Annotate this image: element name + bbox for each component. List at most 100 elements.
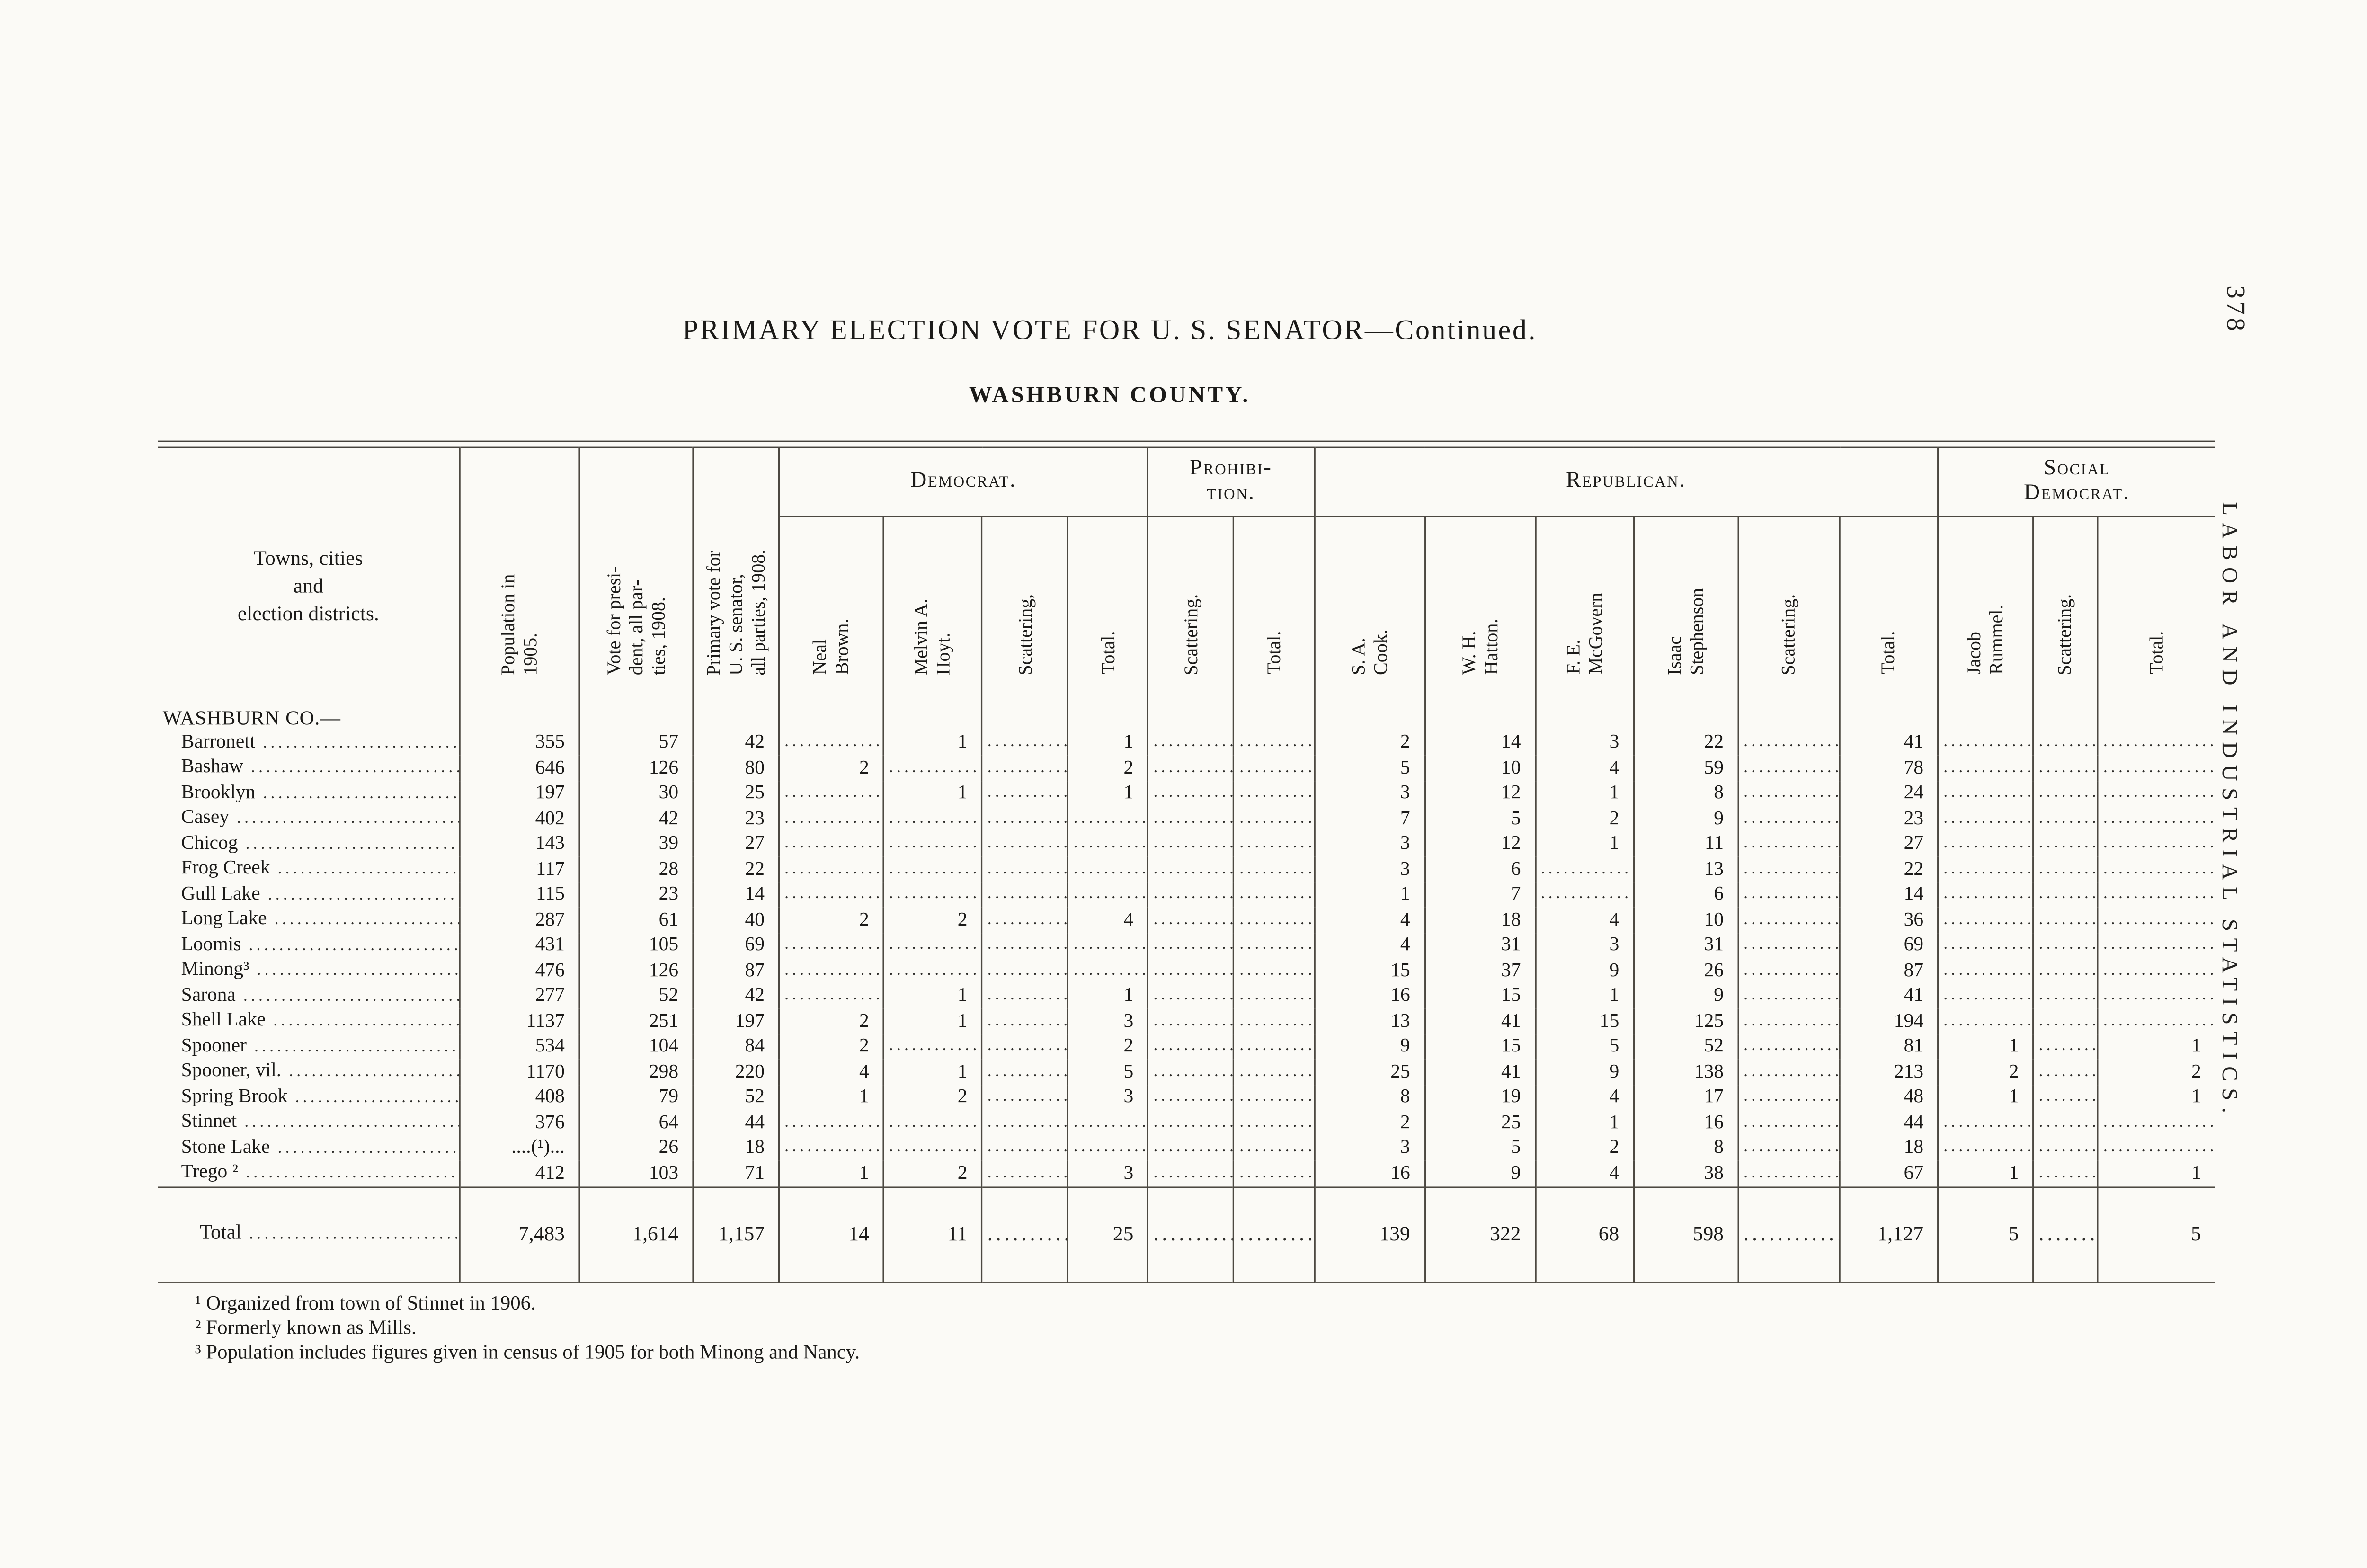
prohibition-scattering-label: Scattering. [1180, 593, 1201, 675]
value-cell: 1 [882, 1008, 982, 1034]
value-cell: ........................................… [1737, 831, 1840, 857]
col-social-democrat-scattering: Scattering. [2032, 517, 2098, 693]
value-cell: ........................................… [1937, 907, 2034, 933]
value-cell: 1 [1937, 1084, 2034, 1110]
town-row: Gull Lake ..............................… [158, 882, 2215, 908]
value-cell: 59 [1633, 755, 1738, 781]
town-name-cell: Spring Brook ...........................… [158, 1085, 460, 1110]
value-cell: ........................................… [1937, 1008, 2034, 1034]
value-cell: ........................................… [1937, 958, 2034, 983]
town-row: Casey ..................................… [158, 806, 2215, 831]
value-cell: ........................................… [2097, 806, 2215, 831]
dot-leader: ........................................… [249, 935, 459, 954]
value-cell: 64 [578, 1110, 693, 1135]
dot-leader: ........................................… [237, 809, 460, 828]
value-cell: 15 [1313, 958, 1425, 983]
value-cell: 26 [578, 1135, 693, 1161]
value-cell: 16 [1633, 1110, 1738, 1135]
value-cell: ........................................… [1067, 932, 1148, 958]
town-row: Trego ² ................................… [158, 1160, 2215, 1187]
value-cell: ........................................… [1737, 983, 1840, 1009]
dot-leader: ........................................… [267, 885, 460, 904]
value-cell: 40 [692, 907, 779, 933]
value-cell: 126 [578, 755, 693, 781]
value-cell: ........................................… [1937, 932, 2034, 958]
value-cell: ........................................… [1147, 932, 1234, 958]
value-cell: 104 [578, 1033, 693, 1060]
value-cell: 13 [1633, 856, 1738, 882]
value-cell: ........................................… [1147, 907, 1234, 933]
value-cell: ........................................… [882, 932, 982, 958]
column-header-row: Neal Brown. Melvin A. Hoyt. Scattering, … [158, 517, 2215, 693]
value-cell: ........................................… [1067, 1135, 1148, 1161]
value-cell: 71 [692, 1160, 779, 1187]
value-cell: 1170 [458, 1059, 579, 1085]
value-cell: ........................................… [2032, 1033, 2098, 1060]
town-row: Shell Lake .............................… [158, 1008, 2215, 1034]
value-cell: 68 [1534, 1185, 1634, 1282]
value-cell: ........................................… [1233, 1160, 1314, 1187]
president-vote-column-header: Vote for presi- dent, all par- ties, 190… [578, 447, 693, 693]
town-name: Bashaw [181, 755, 243, 777]
col-neal-brown: Neal Brown. [778, 517, 884, 693]
value-cell: 23 [692, 806, 779, 831]
value-cell: ........................................… [778, 958, 884, 983]
page-number: 378 [2221, 285, 2251, 334]
value-cell: ........................................… [1737, 1059, 1840, 1085]
value-cell: 139 [1313, 1185, 1425, 1282]
value-cell: ........................................… [2032, 1059, 2098, 1085]
value-cell: ........................................… [778, 806, 884, 831]
value-cell: 23 [578, 882, 693, 908]
town-row: Spooner, vil. ..........................… [158, 1059, 2215, 1085]
value-cell: 9 [1534, 958, 1634, 983]
value-cell: ........................................… [778, 1110, 884, 1135]
town-row: Stone Lake .............................… [158, 1135, 2215, 1161]
footnote-3: ³ Population includes figures given in c… [195, 1341, 860, 1364]
value-cell: 25 [1313, 1059, 1425, 1085]
value-cell: 1 [1937, 1160, 2034, 1187]
value-cell: 7 [1313, 806, 1425, 831]
value-cell: 42 [578, 806, 693, 831]
cook-label: S. A. Cook. [1347, 629, 1391, 675]
value-cell: ........................................… [981, 1110, 1068, 1135]
town-name: Frog Creek [181, 856, 270, 878]
value-cell: ........................................… [2097, 932, 2215, 958]
value-cell: 1 [1534, 1110, 1634, 1135]
value-cell: ........................................… [2032, 1110, 2098, 1135]
dot-leader: ........................................… [257, 961, 460, 980]
value-cell: ........................................… [1233, 983, 1314, 1009]
town-name: Stone Lake [181, 1135, 270, 1157]
value-cell [1313, 693, 1425, 730]
value-cell: ....(¹)... [458, 1135, 579, 1161]
town-name: Total [199, 1221, 242, 1244]
value-cell: 69 [692, 932, 779, 958]
value-cell: 26 [1633, 958, 1738, 983]
town-name: Barronett [181, 730, 256, 752]
value-cell: ........................................… [1147, 1110, 1234, 1135]
county-subtitle: WASHBURN COUNTY. [969, 383, 1251, 409]
value-cell: ........................................… [2032, 1185, 2098, 1282]
value-cell [1147, 693, 1234, 730]
town-name-cell: Loomis .................................… [158, 933, 460, 958]
value-cell: 2 [1534, 806, 1634, 831]
value-cell [2097, 693, 2215, 730]
value-cell: 5 [1313, 755, 1425, 781]
value-cell: 117 [458, 856, 579, 882]
value-cell: 67 [1839, 1160, 1938, 1187]
value-cell: 322 [1424, 1185, 1536, 1282]
value-cell: 41 [1424, 1059, 1536, 1085]
democrat-group-header: Democrat. [778, 447, 1148, 517]
value-cell: ........................................… [1737, 730, 1840, 756]
town-row: Stinnet ................................… [158, 1110, 2215, 1135]
dot-leader: ........................................… [245, 834, 459, 853]
value-cell: 3 [1067, 1084, 1148, 1110]
value-cell: 5 [1937, 1185, 2034, 1282]
footnote-1: ¹ Organized from town of Stinnet in 1906… [195, 1291, 536, 1314]
value-cell: ........................................… [2032, 780, 2098, 806]
value-cell: 220 [692, 1059, 779, 1085]
value-cell: 57 [578, 730, 693, 756]
value-cell: 25 [692, 780, 779, 806]
town-name: Gull Lake [181, 882, 260, 904]
value-cell: 23 [1839, 806, 1938, 831]
